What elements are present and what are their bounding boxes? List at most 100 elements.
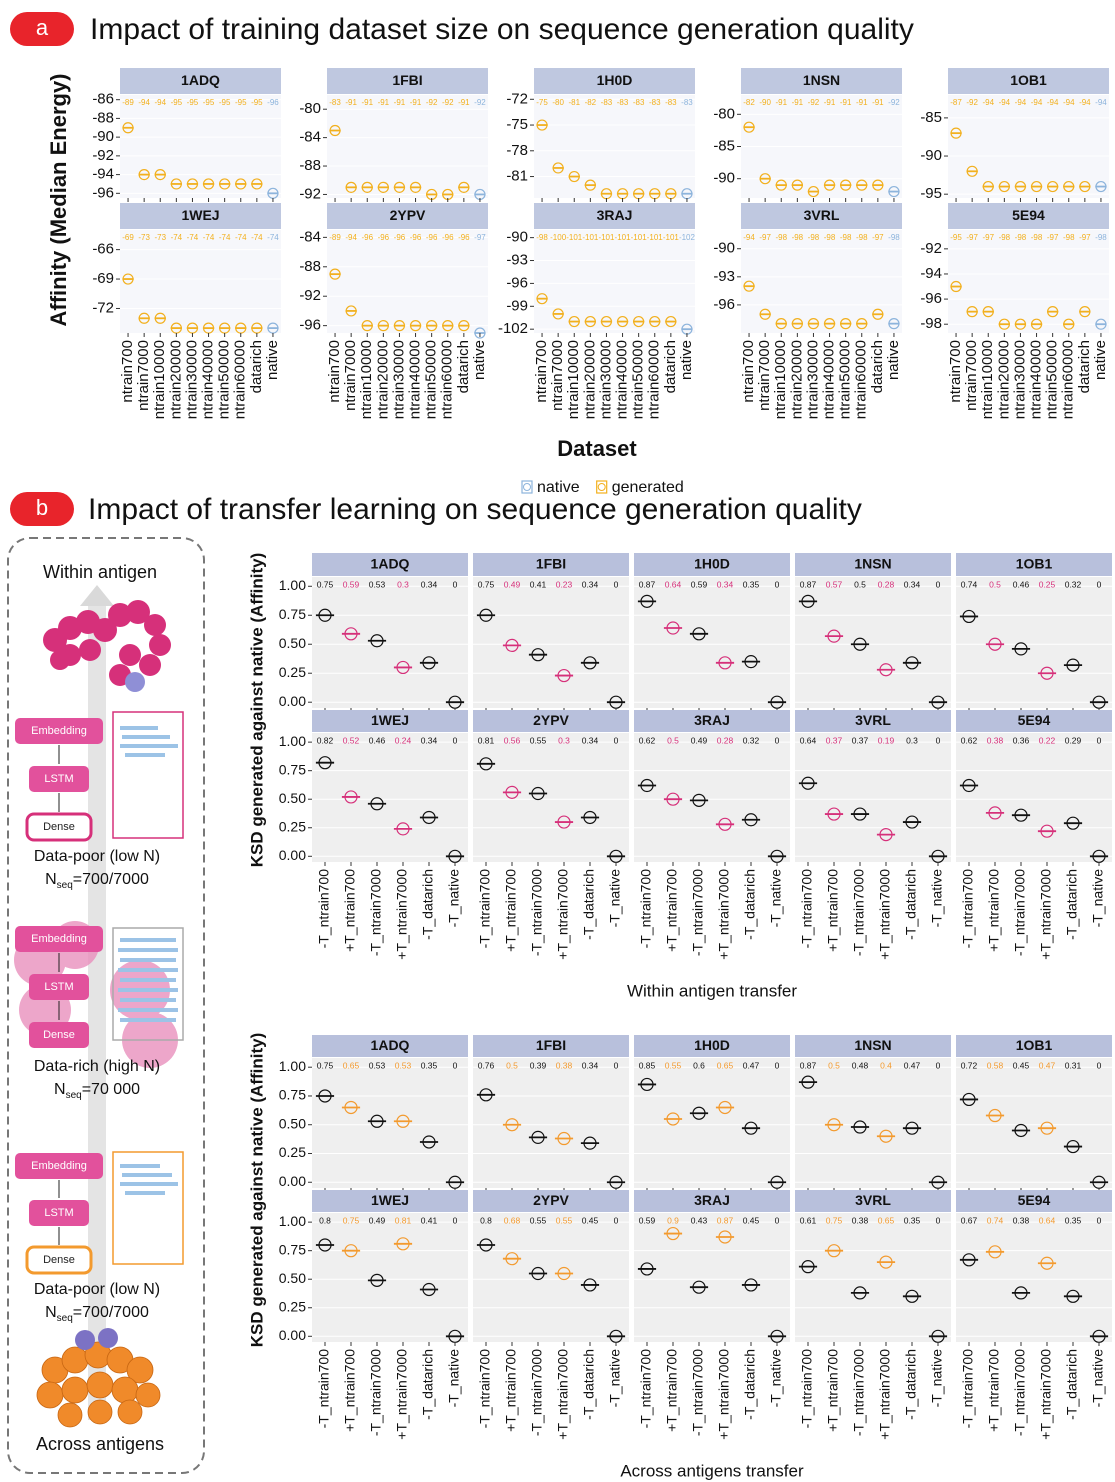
- median-point: [759, 308, 771, 320]
- x-tick-label: -T_datarich: [903, 869, 919, 940]
- y-tick-label: -72: [506, 90, 528, 107]
- median-point: [1014, 1286, 1028, 1300]
- median-point: [344, 1100, 358, 1115]
- median-point: [775, 179, 787, 191]
- y-axis-label: KSD generated against native (Affinity): [247, 553, 266, 868]
- median-point: [474, 327, 486, 339]
- value-label: -98: [856, 233, 868, 242]
- median-point: [801, 594, 815, 608]
- value-label: 0.48: [852, 1060, 869, 1070]
- x-tick-label: ntrain50000: [630, 340, 647, 419]
- facet-title: 3VRL: [855, 1192, 891, 1208]
- y-tick-label: -99: [506, 297, 528, 314]
- x-tick-label: ntrain30000: [1011, 340, 1028, 419]
- layer-label: LSTM: [44, 1207, 73, 1219]
- value-label: 0.34: [421, 579, 438, 589]
- plot-background: [948, 230, 1109, 333]
- value-label: -74: [219, 233, 231, 242]
- y-tick-label: -81: [506, 168, 528, 185]
- x-tick-label: ntrain30000: [597, 340, 614, 419]
- median-point: [988, 1108, 1002, 1123]
- value-label: 0.38: [852, 1215, 869, 1225]
- median-point: [692, 1280, 706, 1294]
- value-label: -95: [950, 233, 962, 242]
- value-label: -102: [679, 233, 696, 242]
- median-point: [823, 318, 836, 330]
- y-tick-label: -102: [498, 320, 528, 337]
- x-tick-label: ntrain7000: [342, 340, 359, 411]
- y-tick-label: 0.75: [279, 1241, 306, 1257]
- x-tick-label: -T_ntrain700: [638, 1349, 654, 1429]
- strip: [312, 1190, 468, 1212]
- value-label: 0.39: [530, 1060, 547, 1070]
- median-point: [791, 179, 803, 191]
- median-point: [583, 656, 597, 670]
- value-label: -94: [982, 98, 994, 107]
- flow-arrow: [88, 600, 106, 1420]
- layer-box: [29, 974, 89, 1000]
- value-label: 0.3: [906, 735, 918, 745]
- value-label: -83: [633, 98, 645, 107]
- value-label: 0.8: [319, 1215, 331, 1225]
- x-tick-label: +T_ntrain7000: [716, 869, 732, 960]
- x-tick-label: -T_ntrain7000: [368, 1349, 384, 1436]
- value-label: -83: [617, 98, 629, 107]
- x-tick-label: -T_ntrain700: [799, 869, 815, 949]
- strip: [473, 553, 629, 576]
- value-label: 0.8: [480, 1215, 492, 1225]
- strip: [312, 553, 468, 576]
- x-tick-label: -T_datarich: [420, 1349, 436, 1420]
- value-label: -81: [568, 98, 580, 107]
- y-tick-label: -88: [299, 157, 321, 174]
- value-label: 0: [936, 579, 941, 589]
- facet-title: 3RAJ: [597, 207, 633, 223]
- median-point: [531, 1266, 545, 1281]
- value-label: 0: [775, 1060, 780, 1070]
- value-label: -92: [966, 98, 978, 107]
- value-label: 0.47: [743, 1060, 760, 1070]
- strip: [473, 710, 629, 732]
- facet-title: 3RAJ: [694, 712, 730, 728]
- value-label: 0.61: [800, 1215, 817, 1225]
- median-point: [649, 315, 661, 328]
- y-tick-label: 0.50: [279, 790, 306, 806]
- x-tick-label: -T_ntrain700: [477, 869, 493, 949]
- strip: [956, 1035, 1112, 1057]
- plot-background: [956, 1213, 1112, 1342]
- strip: [534, 68, 695, 94]
- value-label: -92: [442, 98, 454, 107]
- facet-title: 1ADQ: [371, 1037, 410, 1053]
- badge-label: b: [36, 495, 48, 520]
- sequences: [120, 1164, 178, 1195]
- value-label: 0.3: [397, 579, 409, 589]
- value-label: -94: [1031, 98, 1043, 107]
- median-point: [1095, 180, 1107, 193]
- median-point: [1014, 1123, 1028, 1138]
- median-point: [791, 318, 803, 330]
- value-label: 0.59: [691, 579, 708, 589]
- plot-background: [634, 733, 790, 862]
- value-label: -91: [824, 98, 836, 107]
- plot-background: [312, 1058, 468, 1188]
- sequence-box: [112, 711, 184, 839]
- legend-label: generated: [612, 479, 684, 496]
- plot-background: [327, 230, 488, 333]
- value-label: -87: [950, 98, 962, 107]
- median-point: [505, 638, 519, 652]
- plot-background: [473, 733, 629, 862]
- median-point: [393, 181, 406, 193]
- y-tick-label: -92: [920, 240, 942, 257]
- value-label: 0.49: [691, 735, 708, 745]
- value-label: -98: [1063, 233, 1075, 242]
- value-label: 0.24: [395, 735, 412, 745]
- value-label: -80: [552, 98, 564, 107]
- value-label: -95: [187, 98, 199, 107]
- median-point: [743, 280, 755, 292]
- value-label: -75: [536, 98, 548, 107]
- strip: [120, 203, 281, 229]
- facet-title: 1OB1: [1010, 72, 1047, 88]
- median-point: [1014, 642, 1028, 656]
- value-label: 0.55: [665, 1060, 682, 1070]
- median-point: [219, 178, 231, 190]
